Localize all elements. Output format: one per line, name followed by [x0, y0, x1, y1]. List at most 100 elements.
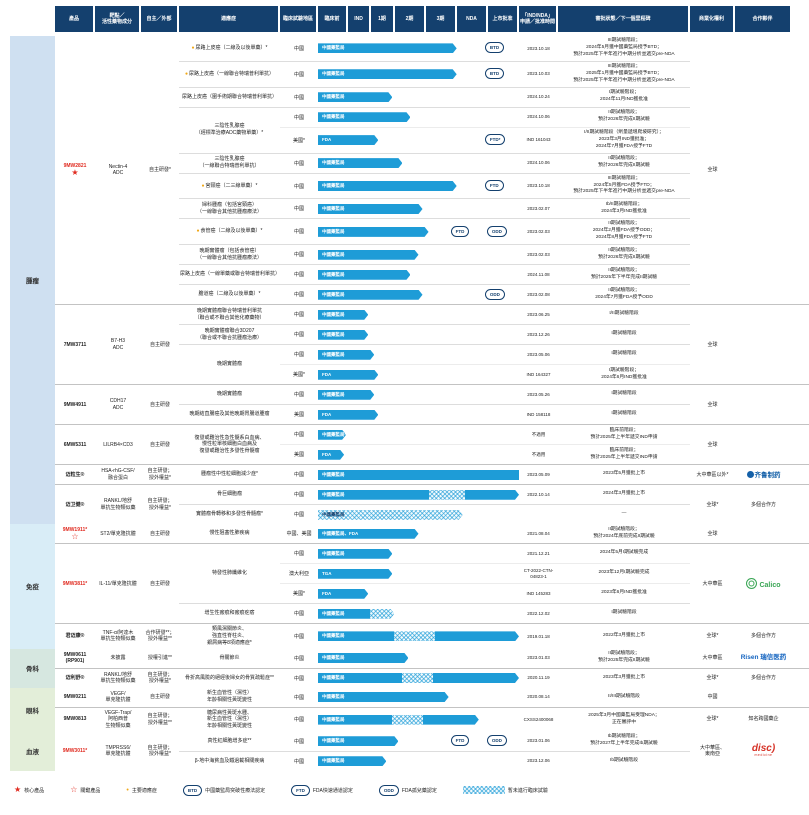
indication-row: 新生血管性（濕性） 年齡相關性黃斑變性 中國 中國藥監局 2020.08.14 II/I…	[179, 688, 690, 707]
phase-row: 中國 中國藥監局* 不適用 臨床前階段； 預計2025年上半年遞交IND申請	[280, 425, 690, 444]
product-group: 9MW0813 VEGF-Trap/ 阿柏西普 生物類似藥 自主研發； 授外權益**…	[55, 706, 809, 732]
progress-bar	[318, 589, 368, 599]
indication-text: 尿路上皮癌（一線聯合特瑞普利單抗）	[189, 70, 275, 77]
indication-row: 特發性肺纖維化 中國 中國藥監局 2021.12.21 2024年5月I期試驗完成 澳大利…	[179, 544, 690, 603]
legend-label: 暫未進行臨床試驗	[507, 787, 548, 794]
phase-track: 中國藥監局	[318, 112, 519, 122]
ind-nda-date: CXSS2400068	[523, 716, 554, 722]
indication-row: ●宮頸癌（二三線單藥）* 中國 中國藥監局 FTD 2023.10.18 III期試驗階段…	[179, 172, 690, 199]
phase-row: 中國 中國藥監局 2024.11.08 II期試驗階段； 預計2025年下半年完成II…	[280, 265, 690, 284]
indication-text: 三陰性乳腺癌 （經標準治療ADC藥物單藥）*	[195, 123, 264, 137]
approval-status: III期試驗階段； 2024年5月獲中國藥監局授予BTD； 預計2025年下半年…	[573, 38, 675, 57]
indication-label: ●尿路上皮癌（二線及以後單藥）*	[179, 43, 280, 54]
partner-cell: Calico	[735, 544, 792, 623]
approval-status: I期試驗階段	[611, 411, 637, 417]
approval-status: II期試驗階段； 2024年7月獲FDA授予ODD	[595, 287, 653, 300]
progress-bar	[318, 330, 368, 340]
qilu-logo: 齐鲁制药	[746, 470, 781, 479]
indication-label: ●尿路上皮癌（一線聯合特瑞普利單抗）	[179, 69, 280, 80]
indication-label: 晚期實體瘤	[179, 389, 280, 400]
product-group: 君迈康® TNF-α/阿達木 單抗生物類似藥 合作研發**； 授外權益** 類風濕關節…	[55, 623, 809, 648]
designation-badge-BTD: BTD	[484, 42, 505, 54]
indication-label: 糖尿病性黃斑水腫、 新生血管性（濕性） 年齡相關性黃斑變性	[179, 708, 280, 732]
phase-track: 中國藥監局	[318, 673, 519, 683]
regulator-label: 中國藥監局	[322, 633, 345, 639]
pipeline-body: 腫瘤 9MW2821 ★ Nectin-4 ADC 自主研發* ●尿路上皮癌（二線及以後單…	[10, 36, 809, 771]
region-rows: 中國 中國藥監局 2023.06.25 I/II期試驗階段	[280, 305, 690, 324]
product-group: 9MW0611 (RP901) 未披露 授權引進** 骨關節炎 中國 中國藥監局 2023.…	[55, 649, 809, 668]
commercial-rights: 全球	[707, 166, 718, 173]
product-group: 9MW3811* IL-11/單克隆抗體 自主研發 特發性肺纖維化 中國 中國藥監局 202…	[55, 543, 809, 623]
ind-nda-date: IND 145283	[526, 590, 551, 596]
product-code: 9MW4911	[63, 401, 87, 408]
ind-nda-date: IND 158118	[526, 411, 551, 417]
progress-bar	[318, 450, 344, 460]
trial-region: 美國*	[293, 137, 305, 144]
category-strip: 免疫	[10, 524, 55, 649]
disc-medicine-logo-sub: medicine	[754, 753, 773, 758]
category-strip: 腫瘤	[10, 36, 55, 525]
product-group: 9MW3011* TMPRSS6/ 單克隆抗體 自主研發； 授外權益* 真性紅細胞增多…	[55, 732, 809, 771]
indication-label: 類風濕關節炎、 強直性脊柱炎、 銀屑病等8項適應症*	[179, 624, 280, 648]
product-group: 7MW3711 B7-H3 ADC 自主研發 晚期實體瘤聯合特瑞普利單抗 （聯合或不聯…	[55, 304, 809, 384]
bar-segment-solid	[318, 135, 378, 145]
column-header-11: 上市批准	[488, 6, 517, 32]
trial-region: 中國	[293, 392, 304, 399]
phase-row: 中國 中國藥監局 2024.10.06 II期試驗階段； 預計2026年完成II期試驗	[280, 108, 690, 127]
bar-segment-solid	[318, 631, 394, 641]
indication-text: 三陰性乳腺癌 （一線聯合特瑞普利單抗）	[199, 156, 260, 170]
product-target: VEGF/ 單克隆抗體	[105, 690, 131, 704]
regulator-label: 中國藥監局	[322, 491, 345, 497]
phase-row: 中國 中國藥監局 2022.12.02 I期試驗階段	[280, 604, 690, 623]
indication-label: 晚期實體瘤（包括食管癌） （一線聯合其他抗腫瘤療法）	[179, 246, 280, 264]
product-name: 9MW0611 (RP901)	[55, 649, 95, 668]
ind-nda-date: 2019.01.18	[527, 633, 550, 639]
indication-row: ●食管癌（二線及以後單藥）* 中國 中國藥監局 FTD ODD 2023.02.03 II期…	[179, 218, 690, 244]
approval-status: II期試驗階段； 預計2026年完成II期試驗	[598, 110, 650, 123]
trial-region: 中國	[293, 292, 304, 299]
column-header-5: 臨床前	[318, 6, 346, 32]
partner-cell: Risen 瑞信医药	[735, 649, 792, 668]
commercial-rights: 全球	[707, 530, 718, 537]
indication-list: 晚期實體瘤聯合特瑞普利單抗 （聯合或不聯合其他化療藥物） 中國 中國藥監局 2023.…	[179, 305, 690, 384]
product-name: 迈利舒®	[55, 669, 95, 688]
phase-row: 中國 中國藥監局 2023.12.26 I期試驗階段	[280, 325, 690, 344]
product-code: 迈利舒®	[65, 674, 85, 681]
bar-segment-solid	[318, 410, 378, 420]
category-groups: 9MW0611 (RP901) 未披露 授權引進** 骨關節炎 中國 中國藥監局 2023.…	[55, 649, 809, 688]
partner-name: 多個合作方	[750, 633, 776, 640]
progress-bar	[318, 653, 408, 663]
indication-row: 婦科腫瘤（包括宮頸癌） （一線聯合其他抗腫瘤療法） 中國 中國藥監局 2023.02.…	[179, 198, 690, 218]
ind-nda-date: 不適用	[531, 431, 546, 437]
phase-track: 中國藥監局 FTD	[318, 180, 519, 191]
bar-segment-solid	[318, 350, 374, 360]
phase-row: 中國 中國藥監局 CXSS2400068 2025年3月中國藥監局受理NDA； 正在審…	[280, 710, 690, 729]
trial-region: 中國	[293, 492, 304, 499]
ind-nda-date: 2023.10.03	[527, 71, 550, 77]
trial-region: 中國	[293, 758, 304, 765]
product-source: 授權引進**	[148, 654, 172, 661]
indication-row: 晚期實體瘤 中國 中國藥監局 2023.05.06 I期試驗階段 美國* FDA IND 16…	[179, 344, 690, 384]
phase-track: 中國藥監局	[318, 715, 519, 725]
bar-segment-solid	[318, 549, 392, 559]
bar-segment-solid	[435, 631, 519, 641]
regulator-label: 中國藥監局	[322, 610, 345, 616]
phase-row: 美國* FDA IND 164327 I期試驗階段； 2024年6月IND獲批准	[280, 364, 690, 384]
phase-track: FDA	[318, 370, 519, 380]
indication-row: ●尿路上皮癌（二線及以後單藥）* 中國 中國藥監局 BTD 2023.10.18 III期…	[179, 36, 690, 61]
commercial-rights: 全球	[707, 401, 718, 408]
phase-row: 美國 FDA IND 158118 I期試驗階段	[280, 405, 690, 424]
designation-badge-BTD: BTD	[484, 68, 505, 80]
regulator-label: FDA	[322, 590, 332, 596]
region-rows: 中國 中國藥監局 2022.10.14 2024年3月獲批上市	[280, 485, 690, 504]
product-code: 9MW0813	[63, 716, 87, 723]
indication-row: 糖尿病性黃斑水腫、 新生血管性（濕性） 年齡相關性黃斑變性 中國 中國藥監局 CXSS…	[179, 708, 690, 732]
regulator-label: 中國藥監局	[322, 550, 345, 556]
product-name: 9MW0211	[55, 688, 95, 707]
indication-text: 婦科腫瘤（包括宮頸癌） （一線聯合其他抗腫瘤療法）	[196, 202, 262, 215]
approval-status: 2023年6月IND獲批准	[601, 590, 647, 596]
bar-segment-solid	[318, 250, 419, 260]
progress-bar	[318, 227, 429, 237]
ind-nda-date: 2024.11.08	[527, 271, 550, 277]
phase-track: 中國藥監局	[318, 270, 519, 280]
